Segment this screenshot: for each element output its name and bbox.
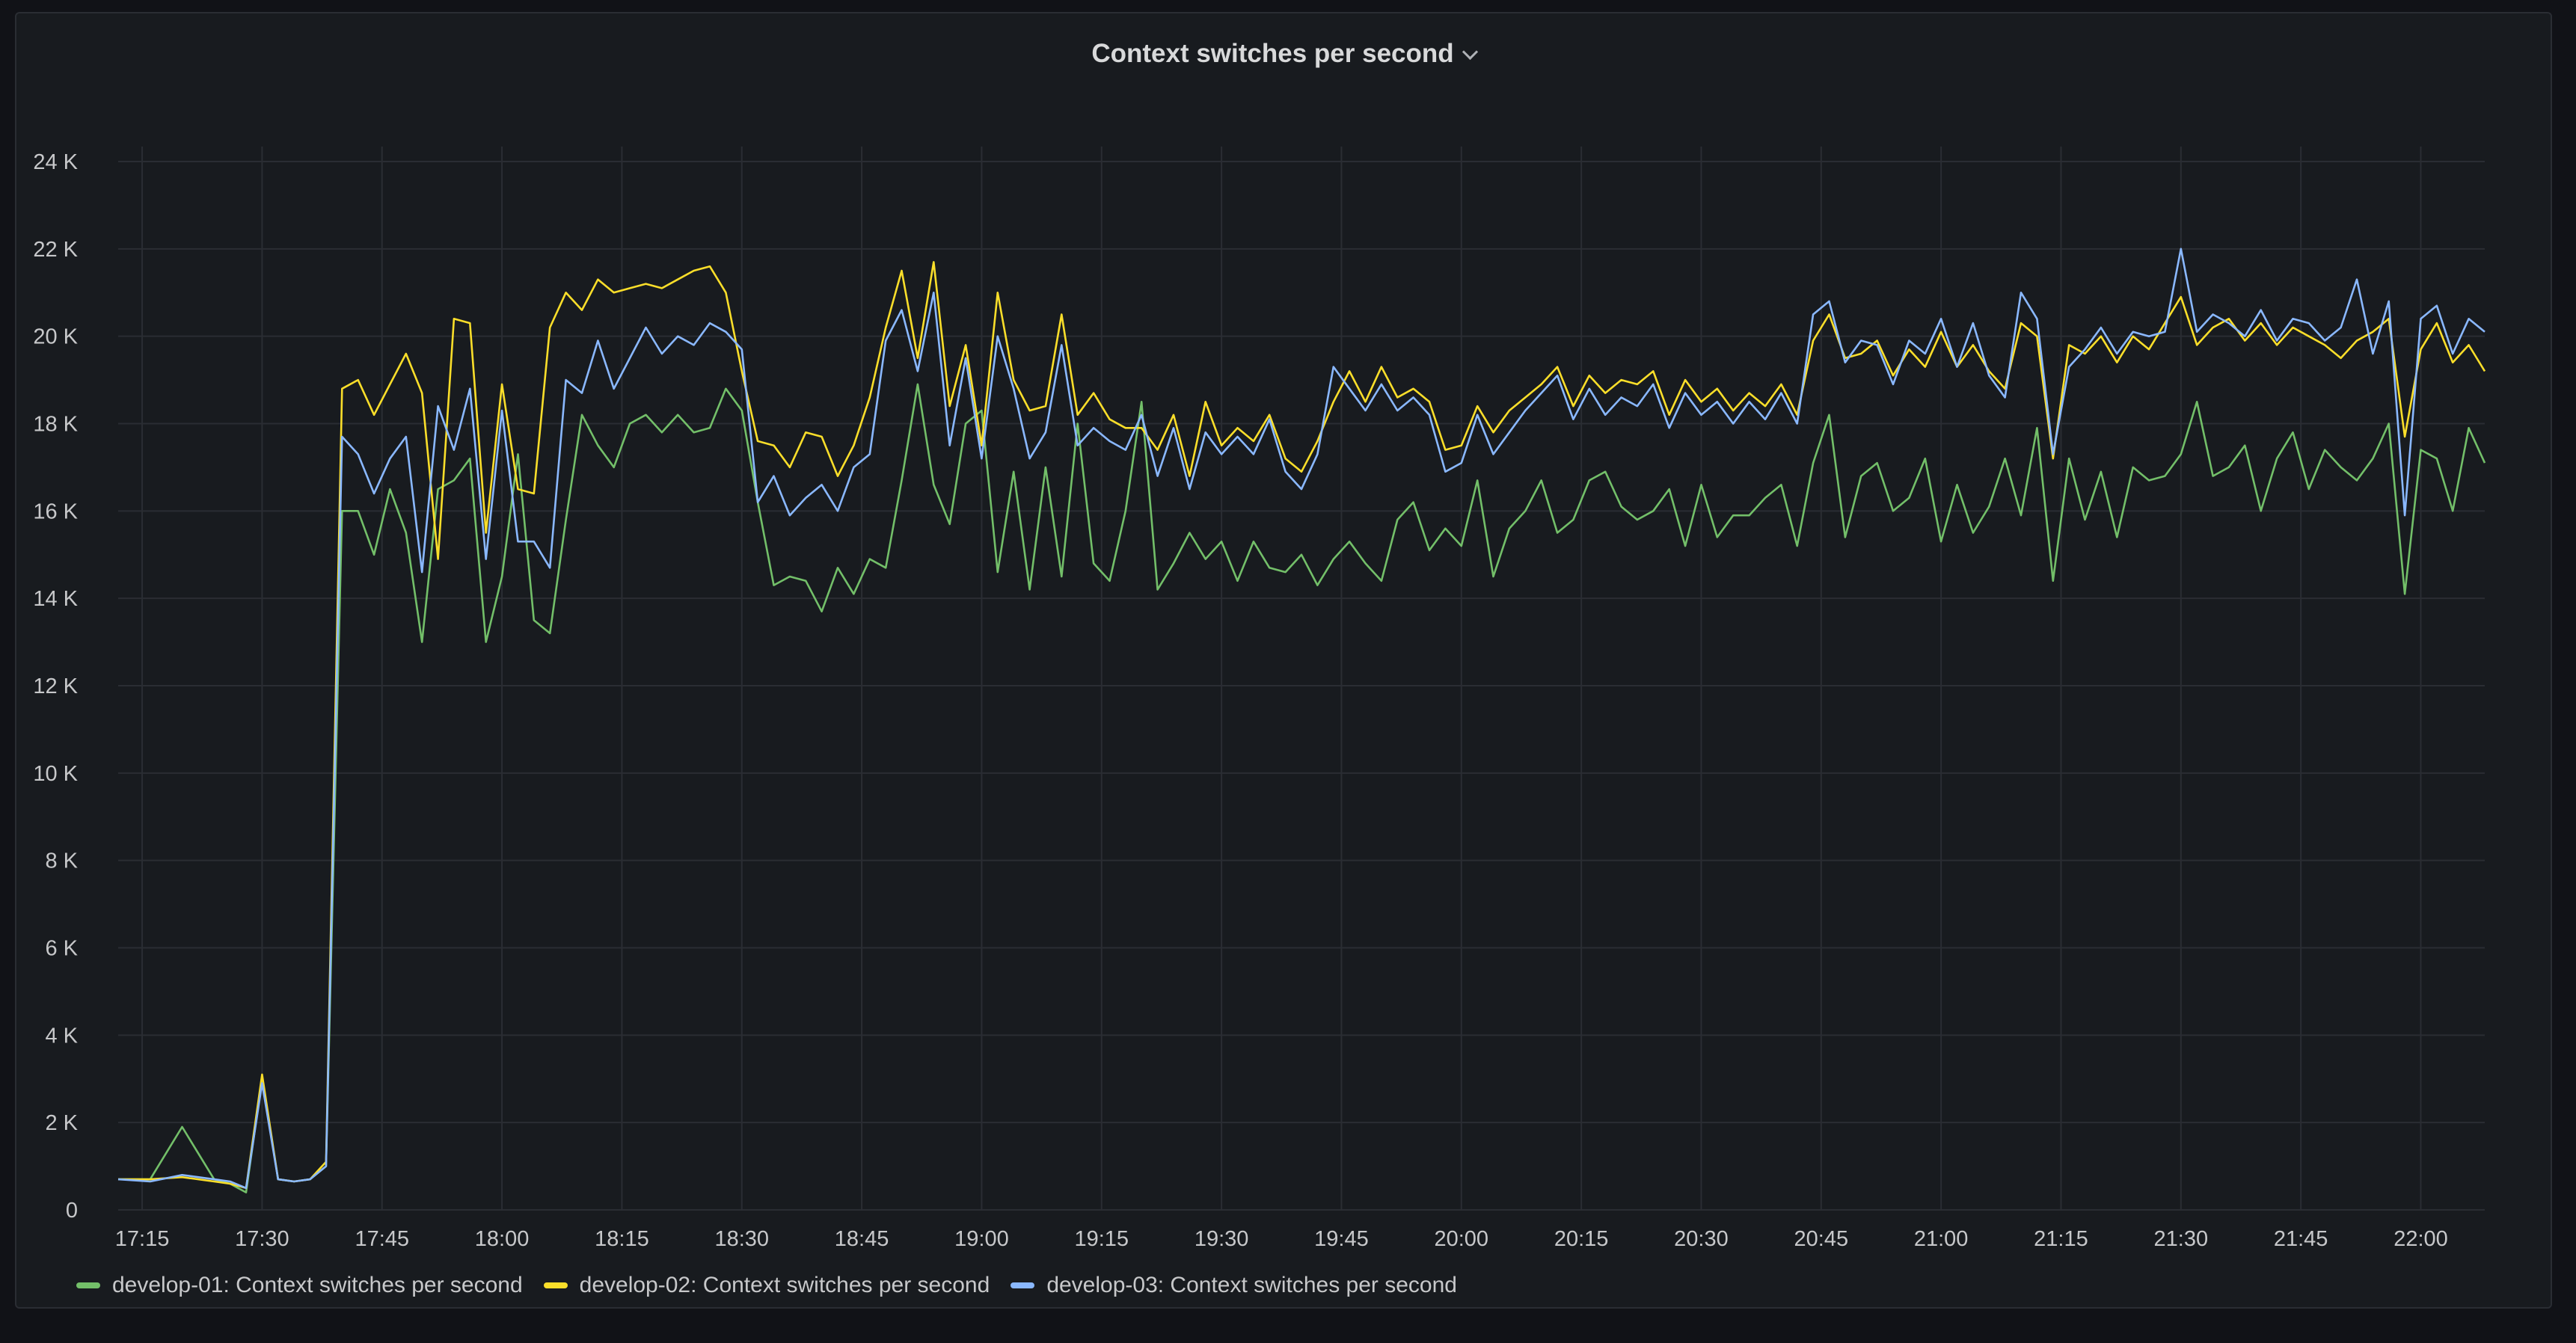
y-tick-label: 10 K (33, 762, 78, 786)
y-tick-label: 22 K (33, 238, 78, 262)
x-tick-label: 17:45 (355, 1227, 409, 1251)
panel-title-menu[interactable]: Context switches per second (16, 31, 2551, 76)
legend-swatch-develop-01 (76, 1282, 100, 1288)
x-tick-label: 18:00 (475, 1227, 530, 1251)
x-tick-label: 18:30 (714, 1227, 769, 1251)
y-tick-label: 0 (66, 1199, 78, 1223)
line-chart[interactable]: 0 2 K 4 K 6 K 8 K 10 K 12 K 14 K 16 K 18 K 20 K 22 … (16, 13, 2554, 1310)
x-tick-label: 20:00 (1434, 1227, 1488, 1251)
legend-label-develop-01: develop-01: Context switches per second (112, 1273, 523, 1297)
x-tick-label: 18:15 (595, 1227, 649, 1251)
x-tick-label: 21:15 (2034, 1227, 2088, 1251)
y-tick-label: 2 K (45, 1111, 78, 1135)
legend-item-develop-01[interactable]: develop-01: Context switches per second (76, 1273, 523, 1298)
y-tick-label: 4 K (45, 1024, 78, 1048)
x-tick-label: 19:30 (1195, 1227, 1249, 1251)
x-tick-label: 21:30 (2154, 1227, 2209, 1251)
legend-label-develop-03: develop-03: Context switches per second (1046, 1273, 1457, 1297)
x-tick-label: 20:45 (1794, 1227, 1849, 1251)
y-tick-label: 16 K (33, 500, 78, 523)
y-tick-label: 8 K (45, 849, 78, 873)
x-tick-label: 21:00 (1914, 1227, 1969, 1251)
chart-panel: Context switches per second 0 2 K 4 K 6 K 8 … (15, 12, 2552, 1309)
legend-swatch-develop-03 (1011, 1282, 1035, 1288)
x-tick-label: 20:15 (1554, 1227, 1609, 1251)
x-tick-label: 21:45 (2274, 1227, 2328, 1251)
y-tick-label: 14 K (33, 587, 78, 611)
x-tick-label: 19:00 (954, 1227, 1009, 1251)
legend-item-develop-03[interactable]: develop-03: Context switches per second (1011, 1273, 1457, 1298)
legend-swatch-develop-02 (543, 1282, 568, 1288)
x-tick-label: 17:15 (115, 1227, 170, 1251)
y-tick-label: 6 K (45, 937, 78, 961)
y-tick-label: 18 K (33, 413, 78, 437)
y-axis-ticks: 0 2 K 4 K 6 K 8 K 10 K 12 K 14 K 16 K 18 K 20 K 22 … (33, 150, 78, 1223)
series-line-develop-03[interactable] (117, 248, 2485, 1190)
panel-title: Context switches per second (1091, 39, 1454, 68)
y-tick-label: 12 K (33, 674, 78, 698)
y-tick-label: 20 K (33, 325, 78, 349)
legend-label-develop-02: develop-02: Context switches per second (579, 1273, 990, 1297)
chart-legend: develop-01: Context switches per second … (76, 1273, 1457, 1298)
y-tick-label: 24 K (33, 150, 78, 174)
chart-series (117, 248, 2486, 1193)
x-tick-label: 19:45 (1314, 1227, 1369, 1251)
x-axis-ticks: 17:15 17:30 17:45 18:00 18:15 18:30 18:45 19:00… (115, 1227, 2448, 1251)
x-tick-label: 22:00 (2393, 1227, 2448, 1251)
series-line-develop-02[interactable] (118, 261, 2486, 1190)
x-tick-label: 19:15 (1074, 1227, 1129, 1251)
x-tick-label: 17:30 (235, 1227, 289, 1251)
x-tick-label: 20:30 (1674, 1227, 1729, 1251)
chart-grid (118, 147, 2485, 1211)
series-line-develop-01[interactable] (118, 383, 2486, 1193)
legend-item-develop-02[interactable]: develop-02: Context switches per second (543, 1273, 990, 1298)
x-tick-label: 18:45 (835, 1227, 889, 1251)
